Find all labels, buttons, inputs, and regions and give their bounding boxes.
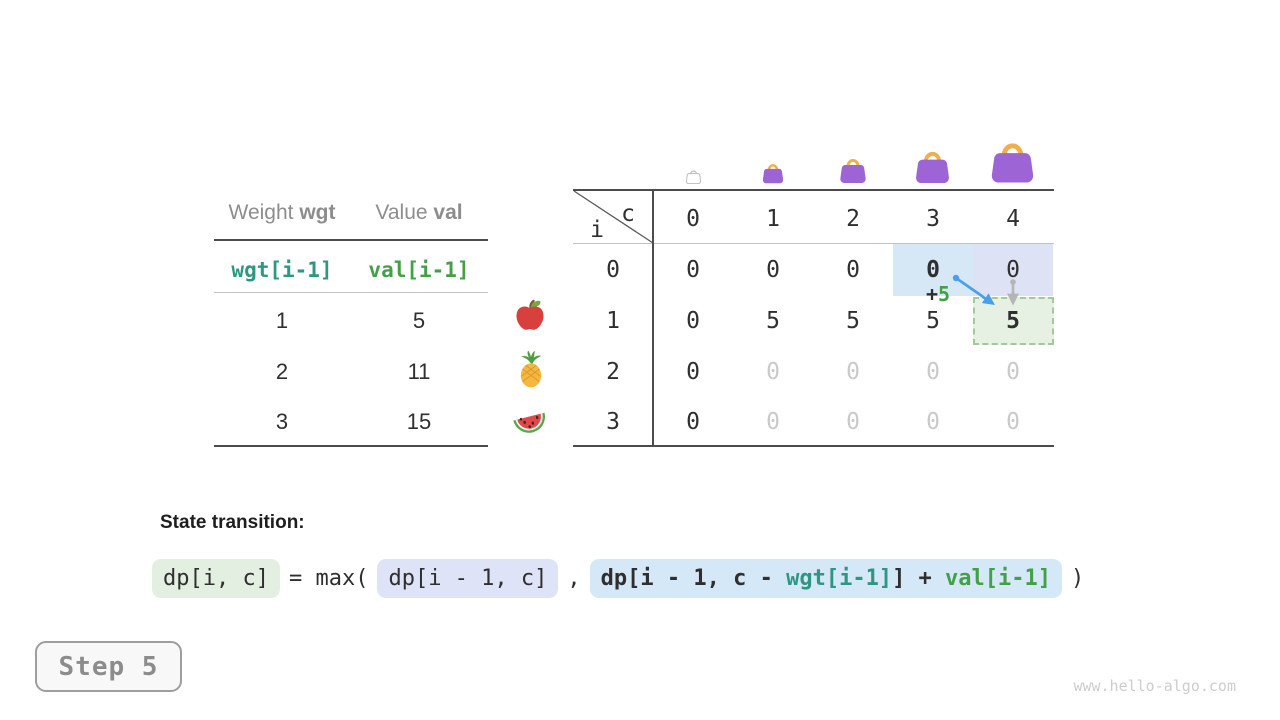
formula-arg2: dp[i - 1, c - wgt[i-1]] + val[i-1] <box>589 559 1063 598</box>
dp-table-header-rule <box>573 243 1054 244</box>
dp-cell-3-4: 0 <box>1006 409 1020 435</box>
watermelon-icon <box>510 401 550 441</box>
item-value-3: 15 <box>406 409 432 434</box>
item-weight-2: 2 <box>275 359 289 384</box>
dp-cell-1-0: 0 <box>686 308 700 334</box>
watermark: www.hello-algo.com <box>1073 677 1236 695</box>
dp-cell-1-2: 5 <box>846 308 860 334</box>
dp-col-header-3: 3 <box>926 206 940 232</box>
item-weight-3: 3 <box>275 409 289 434</box>
formula-arg1: dp[i - 1, c] <box>377 559 559 598</box>
step-badge[interactable]: Step 5 <box>35 641 182 692</box>
items-value-formula: val[i-1] <box>368 258 470 282</box>
dp-cell-2-4: 0 <box>1006 359 1020 385</box>
formula-lhs: dp[i, c] <box>152 559 280 598</box>
dp-corner-row-label: i <box>590 217 604 243</box>
items-table-bottom-rule <box>214 445 488 447</box>
formula-arg2-wgt: wgt[i-1] <box>786 566 893 591</box>
dp-corner-col-label: c <box>621 201 635 227</box>
dp-row-label-2: 2 <box>606 359 620 385</box>
dp-row-label-0: 0 <box>606 257 620 283</box>
plus-value-annotation: +5 <box>925 282 951 306</box>
items-table-mid-rule <box>214 292 488 293</box>
dp-table-vertical-rule <box>652 190 654 446</box>
dp-cell-3-2: 0 <box>846 409 860 435</box>
formula-arg2-val: val[i-1] <box>945 566 1052 591</box>
dp-cell-1-1: 5 <box>766 308 780 334</box>
dp-col-header-2: 2 <box>846 206 860 232</box>
bag-md-icon <box>913 147 952 184</box>
dp-cell-1-4: 5 <box>1006 308 1020 334</box>
dp-cell-0-2: 0 <box>846 257 860 283</box>
item-value-2: 11 <box>407 359 431 384</box>
formula-equals-max: = max( <box>288 566 369 591</box>
formula-arg2-infix: ] + <box>892 566 946 591</box>
state-transition-label: State transition: <box>160 512 305 533</box>
items-weight-header: Weight wgt <box>228 201 336 224</box>
dp-cell-2-0: 0 <box>686 359 700 385</box>
bag-sm-icon <box>838 155 868 184</box>
dp-row-label-3: 3 <box>606 409 620 435</box>
dp-cell-0-1: 0 <box>766 257 780 283</box>
dp-cell-0-0: 0 <box>686 257 700 283</box>
dp-col-header-0: 0 <box>686 206 700 232</box>
dp-col-header-1: 1 <box>766 206 780 232</box>
item-weight-1: 1 <box>275 308 289 333</box>
items-value-header: Value val <box>375 201 463 224</box>
bag-lg-icon <box>988 137 1037 184</box>
dp-cell-0-3: 0 <box>926 257 940 283</box>
dp-cell-2-1: 0 <box>766 359 780 385</box>
corner-diagonal-line <box>573 190 654 244</box>
dp-cell-2-3: 0 <box>926 359 940 385</box>
dp-cell-2-2: 0 <box>846 359 860 385</box>
dp-cell-1-3: 5 <box>926 308 940 334</box>
dp-table-top-rule <box>573 189 1054 191</box>
dp-row-label-1: 1 <box>606 308 620 334</box>
dp-cell-3-1: 0 <box>766 409 780 435</box>
empty-bag-icon <box>685 168 702 184</box>
formula-comma: , <box>567 566 581 591</box>
dp-col-header-4: 4 <box>1006 206 1020 232</box>
dp-cell-0-4: 0 <box>1006 257 1020 283</box>
dp-cell-3-0: 0 <box>686 409 700 435</box>
items-weight-formula: wgt[i-1] <box>231 258 333 282</box>
dp-table-bottom-rule <box>573 445 1054 447</box>
bag-xs-icon <box>761 161 785 184</box>
apple-icon <box>512 297 548 333</box>
state-transition-formula: dp[i, c] = max( dp[i - 1, c] , dp[i - 1,… <box>152 559 1093 598</box>
pineapple-icon <box>512 350 550 388</box>
formula-arg2-prefix: dp[i - 1, c - <box>600 566 787 591</box>
formula-close-paren: ) <box>1071 566 1085 591</box>
item-value-1: 5 <box>412 308 426 333</box>
items-table-header-rule <box>214 239 488 241</box>
dp-cell-3-3: 0 <box>926 409 940 435</box>
